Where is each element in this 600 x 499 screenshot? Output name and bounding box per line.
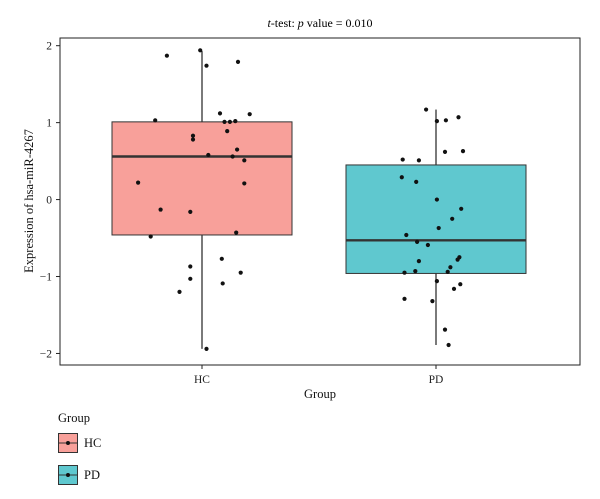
data-point-hc bbox=[234, 230, 239, 235]
data-point-hc bbox=[233, 118, 238, 124]
legend-label-hc: HC bbox=[84, 435, 102, 450]
data-point-pd bbox=[416, 259, 421, 264]
y-tick-label: 0 bbox=[46, 195, 52, 207]
data-point-hc bbox=[222, 119, 227, 124]
data-point-pd bbox=[430, 299, 435, 304]
data-point-hc bbox=[158, 207, 163, 212]
data-point-hc bbox=[188, 209, 193, 214]
legend-label-pd: PD bbox=[84, 467, 100, 482]
legend-key-hc bbox=[58, 433, 78, 453]
data-point-hc bbox=[220, 281, 225, 286]
data-point-hc bbox=[247, 112, 252, 117]
points-layer bbox=[136, 48, 466, 351]
data-point-hc bbox=[198, 48, 203, 53]
data-point-hc bbox=[238, 270, 243, 275]
data-point-hc bbox=[242, 181, 247, 186]
data-point-hc bbox=[188, 276, 193, 281]
data-point-pd bbox=[442, 149, 448, 154]
box-pd bbox=[345, 164, 527, 274]
y-tick-label: −2 bbox=[40, 348, 52, 360]
legend-key-pd bbox=[58, 465, 78, 485]
data-point-pd bbox=[415, 239, 420, 244]
data-point-hc bbox=[204, 346, 209, 351]
data-point-hc bbox=[217, 111, 223, 116]
data-point-pd bbox=[456, 115, 461, 120]
data-point-pd bbox=[402, 296, 407, 301]
boxes-layer bbox=[111, 51, 527, 349]
data-point-pd bbox=[448, 265, 453, 270]
chart-title: t-test: p value = 0.010 bbox=[267, 16, 372, 30]
data-point-pd bbox=[402, 270, 407, 275]
data-point-hc bbox=[235, 59, 241, 64]
data-point-pd bbox=[458, 282, 463, 287]
x-axis-title: Group bbox=[304, 387, 336, 401]
data-point-hc bbox=[227, 119, 232, 124]
data-point-pd bbox=[443, 118, 448, 123]
data-point-pd bbox=[436, 225, 441, 231]
data-point-hc bbox=[190, 133, 196, 138]
y-axis-title: Expression of hsa-miR-4267 bbox=[22, 129, 36, 273]
data-point-pd bbox=[413, 269, 418, 274]
data-point-pd bbox=[434, 279, 439, 284]
data-point-pd bbox=[460, 149, 466, 154]
data-point-pd bbox=[434, 197, 439, 202]
data-point-pd bbox=[445, 269, 450, 275]
data-point-hc bbox=[136, 180, 141, 185]
data-point-hc bbox=[219, 256, 224, 261]
y-tick-label: −1 bbox=[40, 272, 52, 284]
y-axis: 2 1 0 −1 −2 bbox=[40, 41, 60, 360]
data-point-hc bbox=[148, 234, 153, 239]
data-point-hc bbox=[204, 63, 209, 68]
data-point-pd bbox=[459, 206, 464, 211]
data-point-pd bbox=[451, 286, 457, 291]
x-axis: HC PD bbox=[194, 365, 443, 386]
legend: Group HC PD bbox=[58, 411, 101, 496]
data-point-hc bbox=[242, 158, 247, 163]
data-point-hc bbox=[190, 137, 196, 142]
data-point-pd bbox=[414, 179, 419, 184]
data-point-pd bbox=[425, 242, 430, 248]
data-point-pd bbox=[416, 158, 421, 163]
data-point-pd bbox=[399, 175, 404, 180]
legend-item-hc: HC bbox=[58, 432, 101, 454]
data-point-pd bbox=[434, 118, 439, 124]
y-tick-label: 2 bbox=[46, 41, 52, 53]
data-point-pd bbox=[455, 257, 460, 262]
data-point-hc bbox=[164, 53, 169, 58]
data-point-hc bbox=[188, 264, 193, 269]
legend-item-pd: PD bbox=[58, 464, 101, 486]
x-tick-label: PD bbox=[429, 374, 444, 386]
data-point-hc bbox=[153, 118, 158, 123]
data-point-hc bbox=[230, 154, 235, 159]
data-point-hc bbox=[235, 147, 240, 152]
x-tick-label: HC bbox=[194, 374, 210, 386]
data-point-hc bbox=[177, 289, 182, 295]
title-value-text: value = 0.010 bbox=[304, 16, 373, 30]
data-point-hc bbox=[225, 128, 230, 134]
data-point-pd bbox=[450, 216, 455, 221]
title-test-text: -test: bbox=[271, 16, 298, 30]
y-tick-label: 1 bbox=[46, 118, 52, 130]
title-p-letter: p bbox=[297, 16, 304, 30]
data-point-pd bbox=[404, 232, 409, 238]
legend-title: Group bbox=[58, 411, 90, 425]
data-point-pd bbox=[400, 157, 405, 162]
data-point-pd bbox=[424, 107, 429, 112]
data-point-pd bbox=[442, 327, 448, 332]
plot-panel bbox=[59, 37, 581, 366]
data-point-pd bbox=[446, 342, 451, 348]
title-test-letter: t bbox=[267, 16, 271, 30]
box-hc bbox=[111, 121, 293, 236]
data-point-hc bbox=[206, 152, 211, 158]
